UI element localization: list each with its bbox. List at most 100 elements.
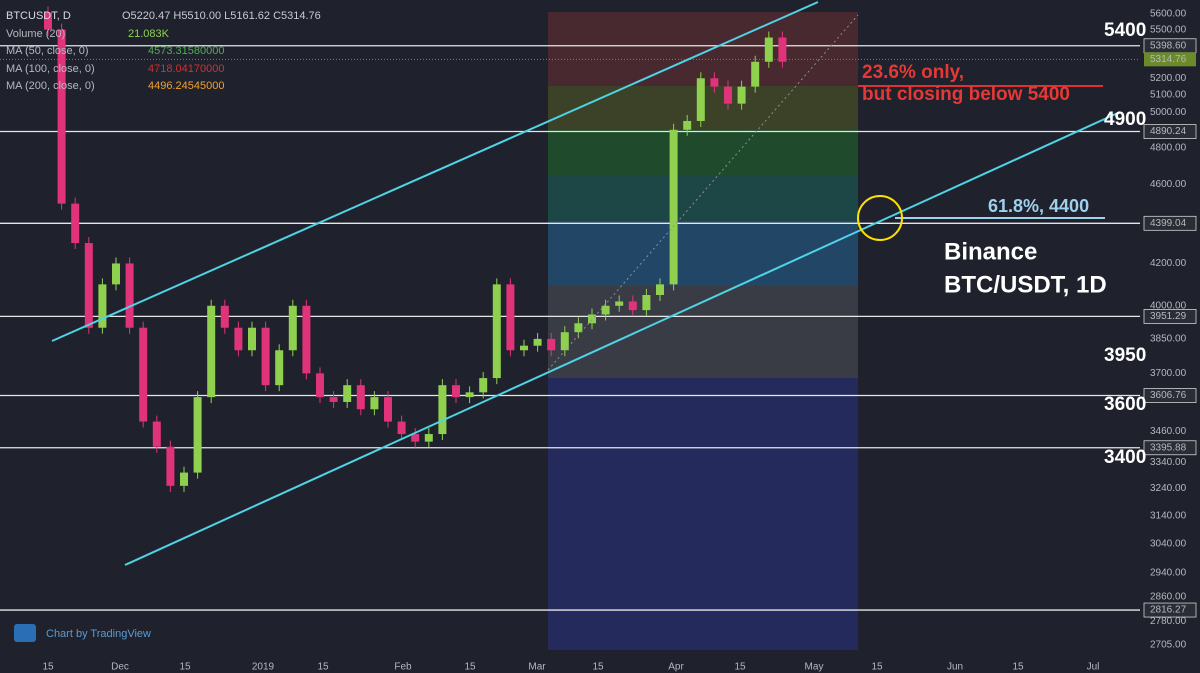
price-tick-label: 3460.00 [1150,426,1187,437]
candle [492,284,501,379]
candle [778,37,787,62]
price-tick-label: 2940.00 [1150,567,1187,578]
header: BTCUSDT, D O5220.47 H5510.00 L5161.62 C5… [6,10,321,92]
candle [683,120,692,130]
time-label: Jun [947,662,963,673]
price-axis [1140,0,1200,673]
candle [547,338,556,351]
candle [751,61,760,87]
time-label: Feb [394,662,412,673]
candle [737,86,746,104]
price-tick-label: 2705.00 [1150,640,1187,651]
candle [411,434,420,442]
candle [601,305,610,315]
time-label: May [805,662,824,673]
candle [628,301,637,311]
candle [452,385,460,398]
indicator-name: MA (100, close, 0) [6,63,95,75]
candle [248,327,256,351]
price-tick-label: 3240.00 [1150,483,1187,494]
price-tick-label: 5600.00 [1150,9,1187,20]
candle [574,323,583,333]
candle [669,129,678,285]
candle [438,385,447,435]
candle [98,284,107,328]
candle [44,12,52,30]
candle [261,327,270,386]
price-level-box [1143,602,1197,618]
time-label: 15 [464,662,476,673]
candle [112,263,120,285]
level-label: 5400 [1104,20,1146,41]
time-label: Jul [1087,662,1100,673]
annotation: 23.6% only, [862,62,964,83]
price-tick-label: 5100.00 [1150,90,1187,101]
price-level-label: 2816.27 [1150,605,1187,616]
candle [57,29,66,204]
candle [560,332,569,351]
candle [343,385,352,402]
indicator-name: Volume (20) [6,28,65,40]
candle [207,305,216,398]
candle [384,397,392,422]
price-level-box [1143,124,1197,139]
indicator-value: 4573.31580000 [148,45,224,57]
time-label: 15 [871,662,883,673]
candle [642,295,651,311]
price-tick-label: 5000.00 [1150,107,1187,118]
candle [139,327,148,422]
candle [220,305,229,328]
candle [724,86,732,104]
candle [193,397,202,473]
candle [696,78,705,121]
time-label: 15 [42,662,54,673]
price-tick-label: 4000.00 [1150,300,1187,311]
last-price-box [1144,52,1196,67]
candle [275,350,284,386]
price-tick-label: 3040.00 [1150,538,1187,549]
time-label: 15 [1012,662,1024,673]
time-label: Dec [111,662,129,673]
candle [125,263,134,328]
candle [166,446,175,486]
candle [506,284,515,351]
annotation: Binance [944,238,1037,265]
price-level-label: 3395.88 [1150,442,1187,453]
candle [370,397,379,410]
annotation: but closing below 5400 [862,84,1070,105]
candle [465,392,474,398]
candle [316,373,324,398]
candle [397,421,406,435]
price-tick-label: 4800.00 [1150,142,1187,153]
price-tick-label: 2780.00 [1150,616,1187,627]
indicator-value: 4718.04170000 [148,63,224,75]
indicator-name: MA (200, close, 0) [6,80,95,92]
candle [615,301,624,306]
time-label: Mar [528,662,546,673]
candle [180,472,188,486]
candle [479,378,488,393]
candle [656,284,664,296]
candle [356,385,365,410]
price-level-label: 5398.60 [1150,40,1187,51]
candle [588,314,596,324]
level-label: 3600 [1104,394,1146,415]
time-label: 15 [317,662,329,673]
price-level-box [1143,215,1197,231]
candle [302,305,311,374]
price-level-label: 3951.29 [1150,311,1187,322]
indicator-value: 21.083K [128,28,170,40]
price-tick-label: 3140.00 [1150,510,1187,521]
drawings [51,1,1121,566]
indicator-value: 4496.24545000 [148,80,224,92]
price-level-label: 3606.76 [1150,390,1187,401]
time-label: 15 [179,662,191,673]
price-level-label: 4399.04 [1150,218,1187,229]
level-label: 3950 [1104,345,1146,366]
ohlc: O5220.47 H5510.00 L5161.62 C5314.76 [122,10,321,22]
candle [764,37,773,62]
time-label: Apr [668,662,684,673]
price-tick-label: 4600.00 [1150,179,1187,190]
price-tick-label: 5200.00 [1150,73,1187,84]
indicator-name: MA (50, close, 0) [6,45,89,57]
